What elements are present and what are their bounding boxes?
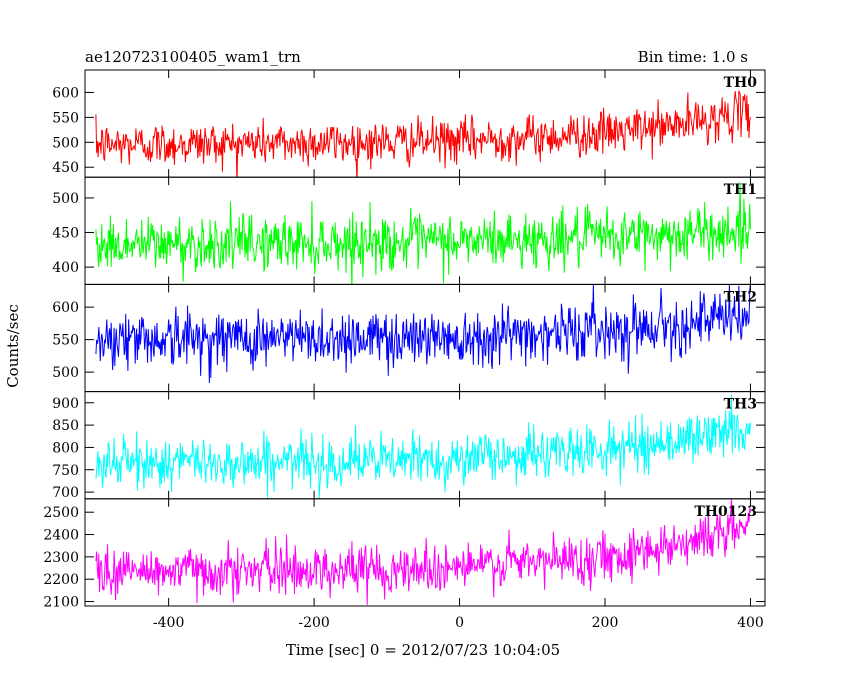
bin-time-label: Bin time: 1.0 s xyxy=(638,48,748,66)
panel-label-th2: TH2 xyxy=(724,289,757,305)
y-tick-label: 2500 xyxy=(43,505,79,521)
y-tick-label: 600 xyxy=(52,85,79,101)
panel-th0: 450 500 550 600 TH0 xyxy=(52,69,766,178)
panel-frame xyxy=(84,498,766,607)
y-tick-label: 400 xyxy=(52,260,79,276)
y-tick-label: 900 xyxy=(52,396,79,412)
series-line-th0 xyxy=(95,90,751,178)
panels-group: 450 500 550 600 TH0 400 450 500 TH1 500 550 600 TH2 7… xyxy=(43,69,766,611)
y-tick-label: 2100 xyxy=(43,595,79,611)
x-tick-label: 400 xyxy=(737,615,764,631)
y-tick-label: 2200 xyxy=(43,572,79,588)
y-tick-label: 550 xyxy=(52,333,79,349)
y-tick-label: 500 xyxy=(52,135,79,151)
panel-th0123: 2100 2200 2300 2400 2500 TH0123 xyxy=(43,498,766,611)
y-tick-label: 750 xyxy=(52,463,79,479)
y-axis-label: Counts/sec xyxy=(4,304,22,388)
y-tick-label: 450 xyxy=(52,160,79,176)
y-tick-label: 800 xyxy=(52,440,79,456)
panel-label-th3: TH3 xyxy=(724,397,757,413)
series-line-th1 xyxy=(95,182,751,285)
y-tick-label: 2300 xyxy=(43,550,79,566)
series-line-th3 xyxy=(95,394,751,499)
series-line-th2 xyxy=(95,284,751,384)
y-tick-label: 500 xyxy=(52,191,79,207)
x-axis: -400 -200 0 200 400 xyxy=(153,615,764,631)
y-tick-label: 850 xyxy=(52,418,79,434)
x-tick-label: -400 xyxy=(153,615,184,631)
y-tick-label: 500 xyxy=(52,365,79,381)
panel-label-th1: TH1 xyxy=(724,182,757,198)
panel-th1: 400 450 500 TH1 xyxy=(52,176,766,285)
x-tick-label: -200 xyxy=(298,615,329,631)
panel-th2: 500 550 600 TH2 xyxy=(52,283,766,393)
x-tick-label: 0 xyxy=(455,615,464,631)
plot-title: ae120723100405_wam1_trn xyxy=(85,48,301,66)
x-axis-label: Time [sec] 0 = 2012/07/23 10:04:05 xyxy=(286,641,560,659)
y-tick-label: 550 xyxy=(52,110,79,126)
y-tick-label: 600 xyxy=(52,300,79,316)
panel-label-th0123: TH0123 xyxy=(694,504,757,520)
y-tick-label: 450 xyxy=(52,226,79,242)
panel-th3: 700 750 800 850 900 TH3 xyxy=(52,391,766,501)
y-tick-label: 700 xyxy=(52,485,79,501)
series-line-th0123 xyxy=(95,498,751,605)
x-tick-label: 200 xyxy=(592,615,619,631)
panel-label-th0: TH0 xyxy=(724,75,758,91)
y-tick-label: 2400 xyxy=(43,528,79,544)
